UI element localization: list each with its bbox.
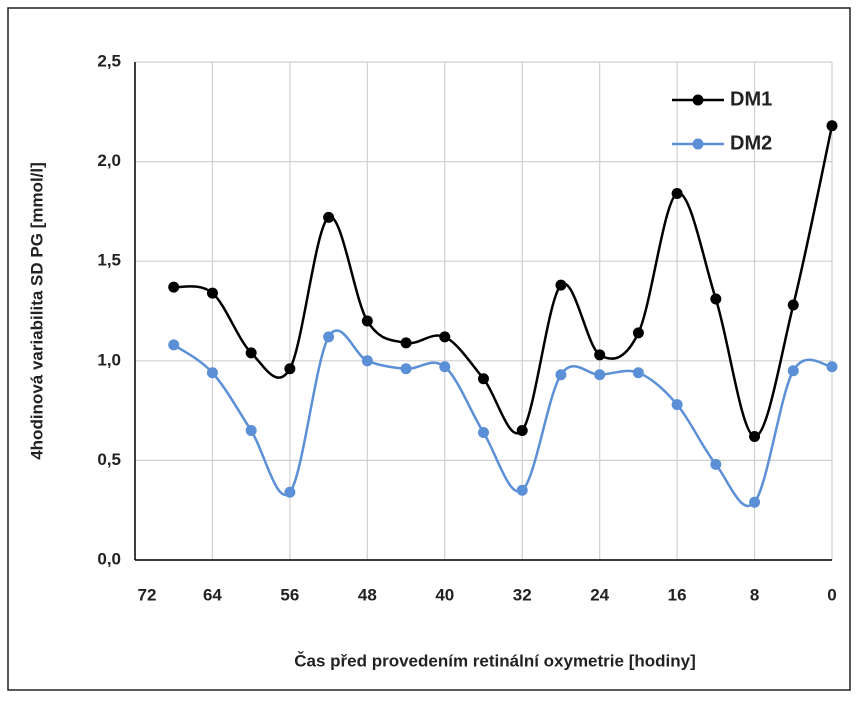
data-point bbox=[478, 427, 489, 439]
y-tick-label: 2,5 bbox=[97, 51, 121, 70]
data-point bbox=[749, 496, 761, 508]
data-point bbox=[555, 279, 567, 291]
x-tick-label: 72 bbox=[138, 585, 157, 604]
data-point bbox=[632, 327, 644, 339]
x-tick-label: 40 bbox=[435, 585, 454, 604]
y-tick-label: 0,5 bbox=[97, 450, 121, 469]
legend-label: DM2 bbox=[730, 132, 772, 154]
legend-marker bbox=[692, 94, 704, 106]
y-tick-label: 2,0 bbox=[97, 151, 121, 170]
data-point bbox=[594, 349, 606, 361]
x-tick-label: 56 bbox=[280, 585, 299, 604]
x-tick-label: 48 bbox=[358, 585, 377, 604]
data-point bbox=[787, 299, 799, 311]
data-point bbox=[478, 373, 489, 385]
data-point bbox=[168, 339, 180, 351]
data-point bbox=[284, 486, 296, 498]
data-point bbox=[323, 331, 335, 343]
data-point bbox=[400, 363, 412, 375]
y-tick-label: 1,5 bbox=[97, 251, 121, 270]
data-point bbox=[284, 363, 296, 375]
x-tick-label: 16 bbox=[668, 585, 687, 604]
data-point bbox=[555, 369, 567, 381]
data-point bbox=[787, 365, 799, 377]
data-point bbox=[671, 399, 683, 411]
data-point bbox=[245, 347, 257, 359]
data-point bbox=[439, 331, 451, 343]
data-point bbox=[516, 425, 528, 437]
legend-label: DM1 bbox=[730, 88, 772, 110]
y-axis-label: 4hodinová variabilita SD PG [mmol/l] bbox=[27, 162, 46, 460]
data-point bbox=[826, 361, 838, 373]
data-line bbox=[173, 125, 834, 438]
data-point bbox=[710, 293, 722, 305]
x-tick-label: 24 bbox=[590, 585, 609, 604]
data-point bbox=[361, 315, 373, 327]
data-point bbox=[206, 287, 218, 299]
data-point bbox=[671, 187, 683, 199]
data-point bbox=[439, 361, 451, 373]
data-point bbox=[632, 367, 644, 379]
data-point bbox=[594, 369, 606, 381]
data-point bbox=[168, 281, 180, 293]
data-point bbox=[400, 337, 412, 349]
chart-frame bbox=[7, 7, 851, 691]
x-tick-label: 32 bbox=[513, 585, 532, 604]
data-point bbox=[826, 120, 838, 132]
x-tick-label: 8 bbox=[750, 585, 759, 604]
data-point bbox=[323, 211, 335, 223]
y-tick-label: 0,0 bbox=[97, 549, 121, 568]
x-tick-label: 0 bbox=[827, 585, 836, 604]
y-tick-label: 1,0 bbox=[97, 350, 121, 369]
data-point bbox=[245, 425, 257, 437]
data-point bbox=[749, 430, 761, 442]
legend-marker bbox=[692, 138, 704, 150]
x-tick-label: 64 bbox=[203, 585, 222, 604]
data-point bbox=[516, 484, 528, 496]
data-point bbox=[361, 355, 373, 367]
data-point bbox=[206, 367, 218, 379]
x-axis-label: Čas před provedením retinální oxymetrie … bbox=[294, 651, 695, 670]
data-point bbox=[710, 458, 722, 470]
